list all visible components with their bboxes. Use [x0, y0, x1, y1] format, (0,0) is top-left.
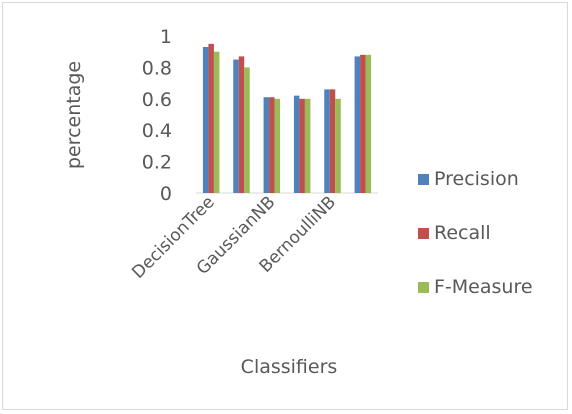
bar-recall-3: [299, 98, 305, 193]
bar-precision-5: [354, 56, 361, 193]
legend-swatch-precision: [418, 173, 429, 185]
bar-recall-2: [269, 97, 275, 193]
bar-f-measure-1: [244, 67, 250, 193]
y-tick-label: 0.2: [142, 152, 172, 174]
y-tick-label: 0: [160, 183, 172, 205]
bar-f-measure-5: [365, 54, 372, 194]
bar-recall-5: [360, 54, 366, 194]
y-tick-label: 0.4: [142, 120, 172, 142]
bar-recall-4: [329, 89, 336, 193]
bar-precision-3: [293, 95, 300, 193]
bars: [202, 43, 372, 194]
y-tick-labels: 0 0.2 0.4 0.6 0.8 1: [142, 26, 172, 205]
legend-item-recall: Recall: [418, 206, 533, 260]
y-tick-label: 0.6: [142, 89, 172, 111]
legend-label-recall: Recall: [434, 222, 491, 244]
legend-item-f-measure: F-Measure: [418, 260, 533, 314]
bar-precision-2: [263, 97, 270, 193]
bar-precision-0: [202, 46, 209, 193]
chart-frame: [2, 2, 568, 410]
bar-precision-4: [324, 89, 330, 193]
y-tick-label: 0.8: [142, 57, 172, 79]
bar-f-measure-2: [274, 98, 281, 193]
y-axis-label: percentage: [63, 61, 85, 169]
bar-f-measure-0: [213, 51, 220, 194]
y-tick-label: 1: [160, 26, 172, 48]
x-axis-label: Classifiers: [241, 356, 338, 378]
bar-f-measure-4: [335, 98, 341, 193]
bar-recall-1: [238, 56, 245, 193]
bar-f-measure-3: [304, 98, 311, 193]
legend-swatch-f-measure: [418, 281, 429, 293]
legend-item-precision: Precision: [418, 152, 533, 206]
legend-swatch-recall: [418, 227, 429, 239]
bar-recall-0: [208, 43, 214, 193]
legend-label-precision: Precision: [434, 168, 519, 190]
legend-label-f-measure: F-Measure: [434, 276, 533, 298]
bar-precision-1: [233, 59, 239, 193]
legend: Precision Recall F-Measure: [418, 152, 533, 314]
